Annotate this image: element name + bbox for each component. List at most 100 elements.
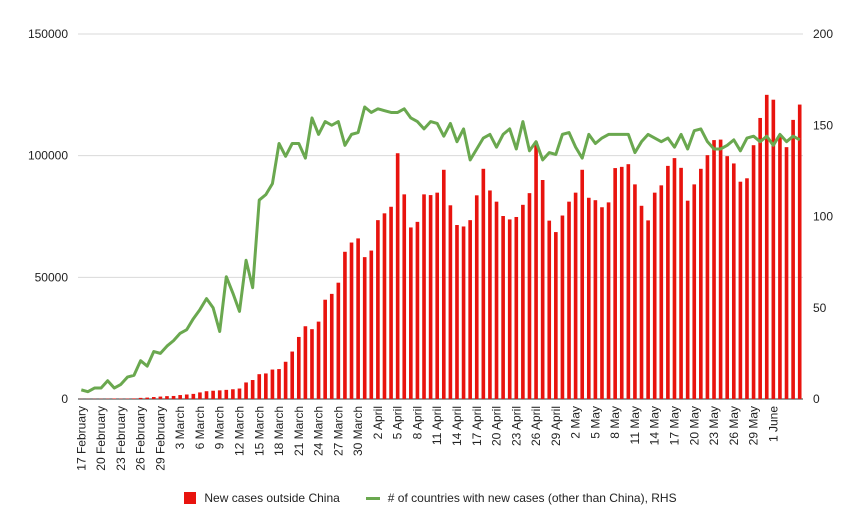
bar <box>323 299 327 399</box>
bar <box>514 216 519 399</box>
bar <box>362 257 367 399</box>
bar <box>613 168 617 399</box>
bar <box>554 232 558 399</box>
bar <box>679 167 683 399</box>
x-tick-label: 23 May <box>707 406 721 445</box>
bar <box>547 220 552 399</box>
bar <box>264 373 268 399</box>
x-tick-label: 8 May <box>608 406 622 439</box>
bar <box>395 153 400 399</box>
right-y-axis: 0 50 100 150 200 <box>813 27 833 406</box>
bar <box>633 184 637 399</box>
bar <box>573 192 578 399</box>
bar <box>494 201 499 399</box>
bar <box>303 326 308 399</box>
x-tick-label: 11 May <box>628 406 642 444</box>
bar <box>428 195 433 399</box>
bar <box>343 251 347 399</box>
x-tick-label: 26 April <box>529 406 543 446</box>
bar <box>586 197 591 399</box>
bar <box>751 145 756 399</box>
x-tick-label: 23 February <box>114 406 128 471</box>
x-tick-label: 26 May <box>727 406 741 445</box>
x-tick-label: 11 April <box>430 406 444 445</box>
bar <box>468 220 472 399</box>
bar <box>527 193 532 399</box>
bar <box>382 213 387 399</box>
bar <box>231 389 235 399</box>
x-tick-label: 5 May <box>588 406 602 439</box>
bar <box>211 390 215 399</box>
bar <box>501 216 505 399</box>
bar <box>356 238 360 399</box>
y-right-tick-label: 50 <box>813 301 827 315</box>
x-tick-label: 29 May <box>747 406 761 445</box>
bar <box>481 168 486 399</box>
legend: New cases outside China # of countries w… <box>0 488 861 508</box>
bar <box>329 293 334 399</box>
x-tick-label: 2 May <box>569 406 583 439</box>
y-right-tick-label: 100 <box>813 210 833 224</box>
bar <box>626 164 631 399</box>
bar <box>778 135 782 399</box>
x-tick-label: 15 March <box>252 406 266 456</box>
bar <box>461 226 466 399</box>
line-series-countries <box>80 105 801 394</box>
bar <box>474 195 479 399</box>
bar <box>132 398 136 399</box>
bar <box>718 139 723 399</box>
bar <box>699 168 703 399</box>
bar <box>184 394 189 399</box>
bar <box>369 250 374 399</box>
bar <box>738 181 743 399</box>
bar <box>441 169 446 399</box>
x-tick-label: 21 March <box>292 406 306 456</box>
bar <box>791 119 795 399</box>
x-tick-label: 5 April <box>391 406 405 439</box>
x-tick-label: 24 March <box>312 406 326 456</box>
bar <box>435 192 440 399</box>
bar <box>619 166 624 399</box>
y-left-tick-label: 50000 <box>35 270 69 284</box>
bar <box>666 165 670 399</box>
bar <box>731 163 736 399</box>
bar <box>237 388 242 399</box>
bar <box>283 361 288 399</box>
bar <box>725 156 730 399</box>
bar <box>376 220 380 399</box>
x-tick-label: 26 February <box>134 406 148 471</box>
bar <box>646 220 650 399</box>
bar <box>178 395 182 399</box>
bar <box>257 374 262 399</box>
y-left-tick-label: 150000 <box>28 27 68 41</box>
bar <box>270 369 275 399</box>
legend-label-new-cases: New cases outside China <box>204 491 340 505</box>
bar <box>158 396 163 399</box>
bar <box>224 389 229 399</box>
bar <box>138 397 143 399</box>
bar <box>290 351 295 399</box>
x-tick-label: 17 May <box>667 406 681 445</box>
bar <box>336 282 341 399</box>
legend-label-countries: # of countries with new cases (other tha… <box>387 491 677 505</box>
legend-swatch-line <box>365 496 380 500</box>
x-tick-label: 23 April <box>509 406 523 446</box>
bar <box>402 194 407 399</box>
bar <box>606 202 611 399</box>
bar <box>784 147 789 399</box>
x-tick-label: 17 April <box>470 406 484 446</box>
bar <box>415 221 420 399</box>
x-tick-label: 27 March <box>331 406 345 456</box>
bar <box>151 397 156 399</box>
bar <box>521 204 525 399</box>
bar <box>534 141 538 399</box>
x-tick-label: 12 March <box>232 406 246 456</box>
y-right-tick-label: 0 <box>813 392 820 406</box>
y-right-tick-label: 200 <box>813 27 833 41</box>
bar <box>540 180 545 399</box>
bar <box>685 200 690 399</box>
bar <box>191 393 196 399</box>
bar <box>250 380 255 399</box>
x-tick-label: 20 February <box>94 406 108 471</box>
